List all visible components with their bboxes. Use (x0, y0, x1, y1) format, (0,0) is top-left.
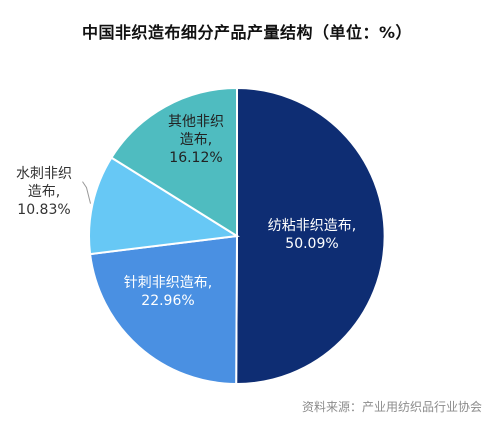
slice-label-1: 纺粘非织造布, 50.09% (268, 218, 356, 252)
pie-slice-2 (88, 234, 239, 386)
slice-label-4: 其他非织造布, 16.12% (168, 114, 224, 166)
slice-label-3: 水刺非织造布, 10.83% (16, 166, 72, 218)
chart-title: 中国非织造布细分产品产量结构（单位：%） (81, 23, 413, 42)
source-text: 资料来源：产业用纺织品行业协会 (301, 400, 482, 414)
leader-line-3 (82, 181, 91, 204)
pie-slice-4 (110, 86, 238, 238)
slice-label-2: 针刺非织造布, 22.96% (124, 275, 212, 309)
pie-slice-3 (88, 156, 240, 256)
pie-slice-1 (235, 86, 386, 386)
